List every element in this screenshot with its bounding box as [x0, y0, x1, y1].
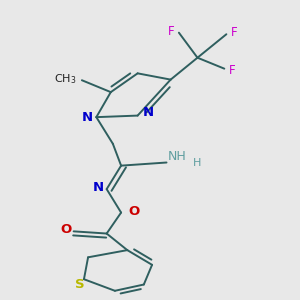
- Text: N: N: [142, 106, 154, 119]
- Text: F: F: [168, 25, 175, 38]
- Text: N: N: [93, 181, 104, 194]
- Text: F: F: [229, 64, 236, 77]
- Text: N: N: [82, 111, 93, 124]
- Text: O: O: [129, 205, 140, 218]
- Text: NH: NH: [167, 150, 186, 164]
- Text: CH$_3$: CH$_3$: [54, 72, 77, 86]
- Text: F: F: [230, 26, 237, 39]
- Text: O: O: [61, 223, 72, 236]
- Text: H: H: [193, 158, 202, 168]
- Text: S: S: [75, 278, 85, 291]
